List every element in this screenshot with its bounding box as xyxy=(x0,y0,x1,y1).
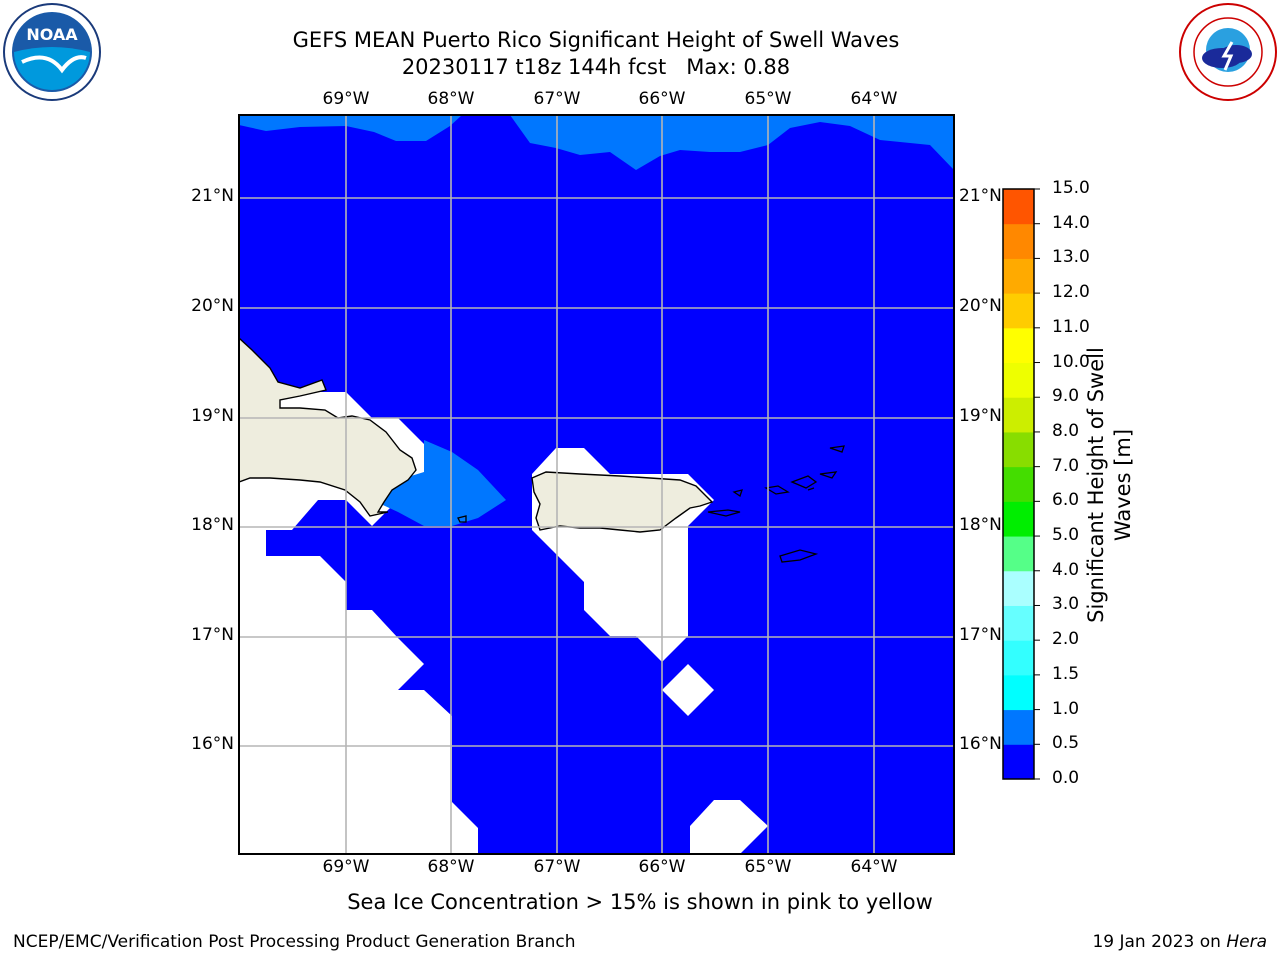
lon-label-top-67w: 67°W xyxy=(533,89,581,109)
lat-label-left-17n: 17°N xyxy=(191,625,234,645)
colorbar-tick-label: 2.0 xyxy=(1052,629,1080,650)
lat-label-left-19n: 19°N xyxy=(191,406,234,426)
colorbar-segment-13 xyxy=(1003,293,1034,329)
lat-label-left-18n: 18°N xyxy=(191,515,234,535)
noaa-logo-icon: NOAA xyxy=(3,3,101,101)
colorbar-tick-label: 14.0 xyxy=(1052,212,1090,233)
lon-label-top-66w: 66°W xyxy=(638,89,686,109)
colorbar-tick-label: 10.0 xyxy=(1052,351,1090,372)
land-st-croix xyxy=(779,549,819,563)
land-puerto-rico xyxy=(531,471,714,533)
colorbar-tick-label: 11.0 xyxy=(1052,316,1090,337)
colorbar-tick-label: 4.0 xyxy=(1052,559,1080,580)
colorbar-tick-label: 15.0 xyxy=(1052,178,1090,198)
colorbar-segment-11 xyxy=(1003,362,1034,398)
map-frame xyxy=(238,114,955,855)
lat-label-right-19n: 19°N xyxy=(959,406,1002,426)
lon-label-bottom-69w: 69°W xyxy=(322,857,370,877)
colorbar-title: Significant Height of Swell Waves [m] xyxy=(1083,335,1137,635)
colorbar-tick-label: 8.0 xyxy=(1052,420,1080,441)
chart-subtitle: 20230117 t18z 144h fcst Max: 0.88 xyxy=(401,55,791,79)
colorbar-segment-5 xyxy=(1003,570,1034,606)
land-mona xyxy=(457,515,467,523)
nws-logo-icon xyxy=(1179,3,1277,101)
lat-label-right-17n: 17°N xyxy=(959,625,1002,645)
lon-label-top-65w: 65°W xyxy=(744,89,792,109)
colorbar-segment-7 xyxy=(1003,501,1034,537)
lon-label-bottom-67w: 67°W xyxy=(533,857,581,877)
lat-label-right-20n: 20°N xyxy=(959,296,1002,316)
colorbar-tick-label: 6.0 xyxy=(1052,490,1080,511)
no-data-diamond xyxy=(662,664,714,716)
colorbar-tick-label: 9.0 xyxy=(1052,386,1080,407)
land-vieques xyxy=(707,509,741,517)
colorbar-segment-8 xyxy=(1003,466,1034,502)
footer-date-text: 19 Jan 2023 on xyxy=(1092,932,1227,952)
colorbar-segment-4 xyxy=(1003,605,1034,641)
colorbar-tick-label: 12.0 xyxy=(1052,282,1090,303)
lat-label-right-16n: 16°N xyxy=(959,734,1002,754)
colorbar-segment-10 xyxy=(1003,397,1034,433)
lat-label-left-20n: 20°N xyxy=(191,296,234,316)
lon-label-top-64w: 64°W xyxy=(850,89,898,109)
footer-credit: NCEP/EMC/Verification Post Processing Pr… xyxy=(13,932,576,952)
colorbar-tick-label: 13.0 xyxy=(1052,247,1090,268)
chart-title: GEFS MEAN Puerto Rico Significant Height… xyxy=(292,28,900,52)
sea-ice-note: Sea Ice Concentration > 15% is shown in … xyxy=(347,890,933,914)
colorbar-tick-label: 3.0 xyxy=(1052,594,1080,615)
lon-label-top-68w: 68°W xyxy=(427,89,475,109)
map-grid xyxy=(239,115,954,854)
colorbar-segment-9 xyxy=(1003,431,1034,468)
lat-label-right-21n: 21°N xyxy=(959,186,1002,206)
colorbar-segment-3 xyxy=(1003,640,1034,676)
lon-label-bottom-65w: 65°W xyxy=(744,857,792,877)
no-data-bottom xyxy=(690,800,768,854)
colorbar-tick-label: 1.5 xyxy=(1052,663,1080,684)
lon-label-top-69w: 69°W xyxy=(322,89,370,109)
colorbar-tick-label: 0.5 xyxy=(1052,733,1080,754)
colorbar-segment-1 xyxy=(1003,709,1034,745)
colorbar xyxy=(1003,188,1040,780)
lat-label-left-21n: 21°N xyxy=(191,186,234,206)
footer-machine: Hera xyxy=(1226,932,1267,952)
colorbar-segment-15 xyxy=(1003,223,1034,259)
colorbar-segment-12 xyxy=(1003,327,1034,364)
colorbar-title-line1: Significant Height of Swell xyxy=(1084,347,1108,623)
lat-label-right-18n: 18°N xyxy=(959,515,1002,535)
colorbar-segment-6 xyxy=(1003,536,1034,572)
noaa-logo-text: NOAA xyxy=(26,25,78,44)
colorbar-tick-label: 7.0 xyxy=(1052,455,1080,476)
land-hispaniola xyxy=(239,337,417,517)
colorbar-tick-label: 1.0 xyxy=(1052,698,1080,719)
lat-label-left-16n: 16°N xyxy=(191,734,234,754)
colorbar-segment-2 xyxy=(1003,674,1034,711)
colorbar-title-line2: Waves [m] xyxy=(1111,428,1135,542)
lon-label-bottom-64w: 64°W xyxy=(850,857,898,877)
swell-bin-0.5-1.0-mona xyxy=(372,440,506,526)
lon-label-bottom-68w: 68°W xyxy=(427,857,475,877)
colorbar-tick-label: 5.0 xyxy=(1052,525,1080,546)
no-data-sw xyxy=(239,528,478,854)
colorbar-frame xyxy=(1002,188,1035,780)
swell-bin-0.5-1.0-north xyxy=(239,115,954,170)
colorbar-tick-label: 0.0 xyxy=(1052,768,1080,788)
colorbar-segment-14 xyxy=(1003,258,1034,294)
colorbar-segment-0 xyxy=(1003,744,1034,780)
footer-date: 19 Jan 2023 on Hera xyxy=(1092,932,1267,952)
land-virgin-islands xyxy=(764,445,845,495)
lon-label-bottom-66w: 66°W xyxy=(638,857,686,877)
land-culebra xyxy=(732,489,743,498)
colorbar-segment-16 xyxy=(1003,189,1034,225)
